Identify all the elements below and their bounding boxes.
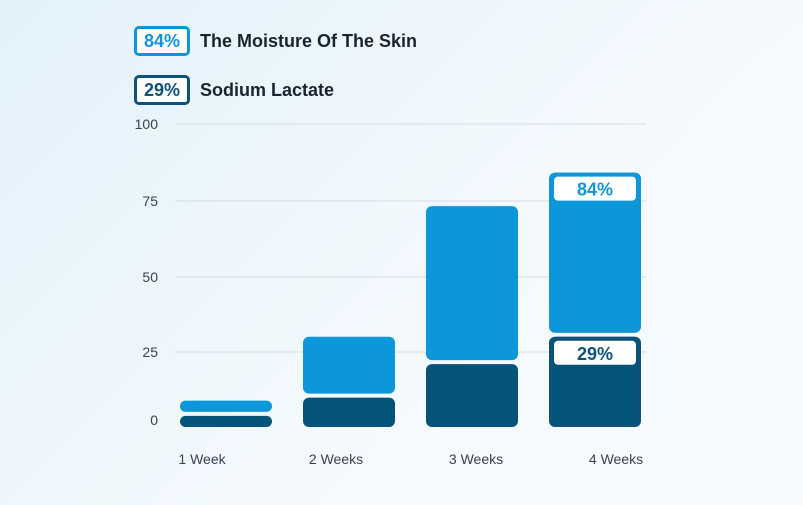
- x-tick-label: 3 Weeks: [449, 451, 503, 467]
- legend-badge-sodium-lactate: 29%: [134, 75, 190, 105]
- data-label-sodium-lactate: 29%: [577, 344, 613, 364]
- x-tick-label: 4 Weeks: [589, 451, 643, 467]
- bar-moisture: [426, 206, 518, 361]
- legend-label-moisture: The Moisture Of The Skin: [200, 30, 418, 51]
- bar-moisture: [180, 400, 272, 412]
- bar-sodium-lactate: [180, 415, 272, 427]
- legend-item-moisture: 84% The Moisture Of The Skin: [134, 26, 417, 56]
- data-label-box-moisture: [554, 176, 636, 201]
- y-tick-label: 50: [142, 269, 158, 285]
- y-tick-label: 75: [142, 193, 158, 209]
- legend-item-sodium-lactate: 29% Sodium Lactate: [134, 75, 334, 105]
- bar-moisture-outline: [549, 172, 641, 333]
- bar-sodium-lactate: [426, 364, 518, 427]
- bar-moisture: [303, 336, 395, 394]
- x-tick-label: 1 Week: [178, 451, 226, 467]
- data-label-moisture: 84%: [577, 180, 613, 200]
- x-tick-label: 2 Weeks: [309, 451, 363, 467]
- legend-label-sodium-lactate: Sodium Lactate: [200, 79, 335, 100]
- bar-sodium-lactate: [303, 397, 395, 427]
- bar-sodium-lactate-outline: [549, 336, 641, 427]
- bar-moisture: [549, 172, 641, 333]
- y-tick-label: 25: [142, 344, 158, 360]
- legend-badge-moisture: 84%: [134, 26, 190, 56]
- data-label-box-sodium-lactate: [554, 340, 636, 365]
- y-tick-label: 0: [150, 412, 158, 428]
- y-tick-label: 100: [135, 116, 159, 132]
